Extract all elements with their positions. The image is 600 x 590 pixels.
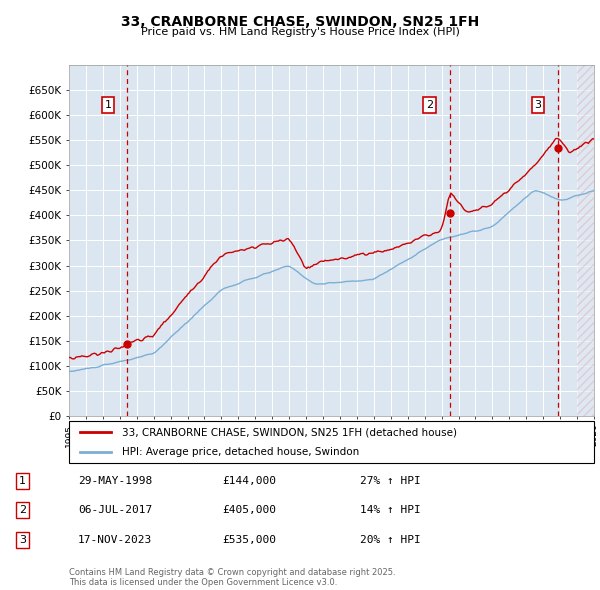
Text: 27% ↑ HPI: 27% ↑ HPI [360,476,421,486]
Text: 2: 2 [426,100,433,110]
Text: 1: 1 [19,476,26,486]
Text: HPI: Average price, detached house, Swindon: HPI: Average price, detached house, Swin… [121,447,359,457]
Text: £535,000: £535,000 [222,535,276,545]
FancyBboxPatch shape [69,421,594,463]
Text: Price paid vs. HM Land Registry's House Price Index (HPI): Price paid vs. HM Land Registry's House … [140,27,460,37]
Text: Contains HM Land Registry data © Crown copyright and database right 2025.
This d: Contains HM Land Registry data © Crown c… [69,568,395,587]
Text: 3: 3 [535,100,542,110]
Text: 17-NOV-2023: 17-NOV-2023 [78,535,152,545]
Text: £144,000: £144,000 [222,476,276,486]
Text: 2: 2 [19,506,26,515]
Text: 33, CRANBORNE CHASE, SWINDON, SN25 1FH (detached house): 33, CRANBORNE CHASE, SWINDON, SN25 1FH (… [121,427,457,437]
Text: 06-JUL-2017: 06-JUL-2017 [78,506,152,515]
Text: 3: 3 [19,535,26,545]
Text: 33, CRANBORNE CHASE, SWINDON, SN25 1FH: 33, CRANBORNE CHASE, SWINDON, SN25 1FH [121,15,479,29]
Text: 29-MAY-1998: 29-MAY-1998 [78,476,152,486]
Text: 1: 1 [104,100,112,110]
Text: 20% ↑ HPI: 20% ↑ HPI [360,535,421,545]
Text: 14% ↑ HPI: 14% ↑ HPI [360,506,421,515]
Text: £405,000: £405,000 [222,506,276,515]
